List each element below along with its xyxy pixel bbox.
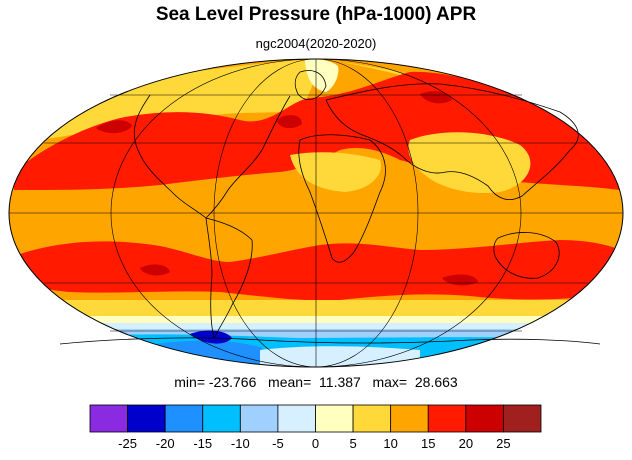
colorbar-tick-label: 10: [383, 436, 398, 451]
colorbar-tick-label: 20: [458, 436, 474, 451]
min-value: -23.766: [208, 374, 257, 390]
colorbar-swatch: [127, 404, 166, 433]
colorbar-swatch: [89, 404, 128, 433]
north-pacific-moderate: [40, 59, 317, 140]
north-pacific-peak: [96, 120, 132, 134]
sahara-moderate-region: [290, 152, 381, 192]
colorbar-tick-label: 5: [349, 436, 357, 451]
south-pacific-peak: [140, 264, 170, 276]
africa-coast: [298, 134, 386, 263]
colorbar-tick-label: -25: [118, 436, 137, 451]
mean-label: mean=: [268, 374, 312, 390]
chart-title: Sea Level Pressure (hPa-1000) APR: [155, 4, 477, 25]
antarctic-plateau: [260, 346, 420, 367]
north-atlantic-peak: [276, 115, 302, 129]
colorbar: [89, 404, 542, 433]
chart-subtitle: ngc2004(2020-2020): [255, 36, 377, 51]
colorbar-tick-label: 0: [311, 436, 320, 451]
southern-ocean-moderate: [14, 300, 620, 318]
south-subtropical-high-belt: [14, 240, 620, 301]
australia-coast: [493, 232, 560, 279]
greenland-coast: [294, 70, 327, 100]
colorbar-swatch: [315, 404, 354, 433]
colorbar-tick-label: -10: [230, 436, 250, 451]
mean-value: 11.387: [319, 374, 361, 390]
statistics-line: min= -23.766 mean= 11.387 max= 28.663: [0, 374, 632, 390]
colorbar-swatch: [465, 404, 504, 433]
colorbar-swatch: [164, 404, 204, 433]
colorbar-labels: -25 -20 -15 -10 -5 0 5 10 15 20 25: [0, 436, 632, 456]
max-value: 28.663: [414, 374, 458, 390]
colorbar-tick-label: -15: [193, 436, 213, 451]
eurasia-moderate-region: [408, 132, 531, 194]
colorbar-tick-label: 25: [496, 436, 511, 451]
max-label: max=: [372, 374, 408, 390]
globe-outline: [8, 58, 624, 368]
colorbar-tick-label: 15: [421, 436, 436, 451]
colorbar-swatch: [390, 404, 429, 433]
colorbar-swatch: [277, 404, 316, 433]
siberia-peak: [420, 91, 452, 104]
min-label: min=: [174, 374, 205, 390]
colorbar-swatch: [239, 404, 279, 433]
colorbar-swatch: [202, 404, 241, 433]
colorbar-swatch: [503, 404, 542, 433]
coastlines: [59, 70, 601, 345]
antarctica-coast: [59, 337, 601, 345]
southern-ocean-weak: [14, 316, 620, 324]
colorbar-swatch: [427, 404, 467, 433]
eurasia-coast: [325, 83, 579, 200]
southern-ocean-near-zero: [14, 323, 620, 330]
colorbar-tick-label: -5: [272, 436, 284, 451]
south-america-coast: [205, 217, 253, 340]
colorbar-swatch: [352, 404, 392, 433]
colorbar-tick-label: -20: [155, 436, 175, 451]
